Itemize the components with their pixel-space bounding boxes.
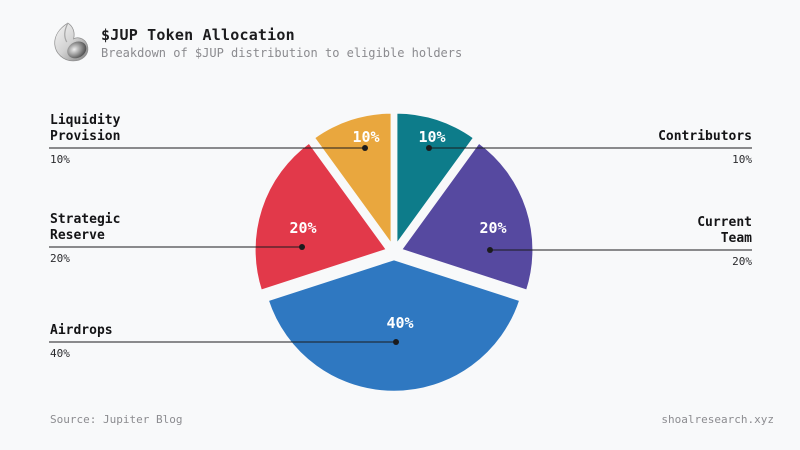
page-subtitle: Breakdown of $JUP distribution to eligib… [101,46,463,60]
slice-percent-airdrops: 40% [386,314,413,332]
pie-slice-current-team [399,140,535,293]
leader-dot-contributors [426,145,432,151]
leader-dot-current-team [487,247,493,253]
footer: Source: Jupiter Blog shoalresearch.xyz [50,413,774,426]
callout-contributors-percent: 10% [732,153,752,166]
callout-current-team-percent: 20% [732,255,752,268]
pie-slice-airdrops [266,257,522,394]
pie-slice-strategic-reserve [253,140,389,293]
slice-percent-strategic-reserve: 20% [289,219,316,237]
leader-dot-airdrops [393,339,399,345]
callout-strategic-reserve-name: Strategic Reserve [50,212,121,243]
leader-dot-strategic-reserve [299,244,305,250]
callout-airdrops-percent: 40% [50,347,70,360]
slice-percent-contributors: 10% [418,128,445,146]
callout-current-team-name: Current Team [697,215,752,246]
leader-dot-liquidity-provision [362,145,368,151]
slice-percent-liquidity-provision: 10% [352,128,379,146]
callout-liquidity-provision-name: Liquidity Provision [50,113,121,144]
shell-icon [50,21,92,63]
slice-percent-current-team: 20% [479,219,506,237]
callout-liquidity-provision-percent: 10% [50,153,70,166]
pie-slice-liquidity-provision [312,111,394,247]
callout-airdrops-name: Airdrops [50,323,113,338]
page-title: $JUP Token Allocation [101,26,295,44]
source-note: Source: Jupiter Blog [50,413,183,426]
site-watermark: shoalresearch.xyz [661,413,774,426]
callout-strategic-reserve-percent: 20% [50,252,70,265]
callout-contributors-name: Contributors [658,129,752,144]
pie-slice-contributors [394,111,476,247]
